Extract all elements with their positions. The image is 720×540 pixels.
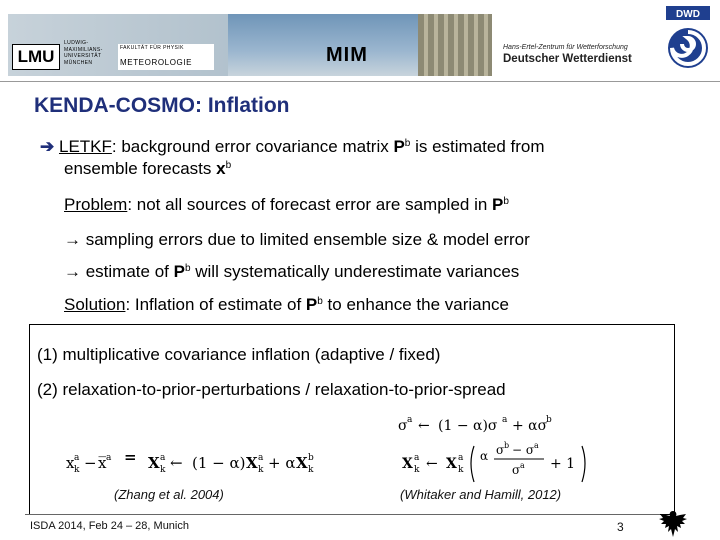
citation-whitaker: (Whitaker and Hamill, 2012): [400, 487, 562, 502]
dwd-center-label: Hans-Ertel-Zentrum für Wetterforschung: [503, 44, 628, 51]
faculty-box: [118, 44, 214, 70]
faculty-label: FAKULTÄT FÜR PHYSIK: [120, 45, 184, 51]
svg-text:X: X: [446, 456, 457, 472]
svg-text:←: ←: [170, 454, 183, 472]
lmu-name: LUDWIG- MAXIMILIANS- UNIVERSITÄT MÜNCHEN: [64, 40, 103, 66]
svg-text:a: a: [414, 453, 420, 463]
svg-text:x̅: x̅: [98, 454, 107, 472]
svg-text:σ: σ: [496, 443, 504, 457]
bullet-letkf: ➔ LETKF: background error covariance mat…: [40, 137, 545, 156]
svg-text:b: b: [308, 453, 314, 463]
method-1: (1) multiplicative covariance inflation …: [37, 345, 441, 364]
svg-text:− σ: − σ: [512, 443, 534, 457]
dwd-name-label: Deutscher Wetterdienst: [503, 53, 632, 65]
svg-text:b: b: [504, 441, 509, 450]
federal-eagle-icon: [659, 511, 687, 537]
mim-logo: MIM: [326, 44, 368, 66]
solution-line: Solution: Inflation of estimate of Pb to…: [64, 295, 510, 314]
svg-text:(1 − α)σ: (1 − α)σ: [438, 418, 498, 434]
arrow-bullet-icon: ➔: [40, 137, 55, 156]
method-2: (2) relaxation-to-prior-perturbations / …: [37, 380, 506, 399]
svg-text:k: k: [160, 465, 166, 475]
svg-text:+ 1: + 1: [550, 456, 575, 472]
slide-header: LMU LUDWIG- MAXIMILIANS- UNIVERSITÄT MÜN…: [0, 0, 720, 82]
svg-text:a: a: [458, 453, 464, 463]
bullet-letkf-line2: ensemble forecasts xb: [64, 159, 232, 178]
dwd-logo-icon: DWD: [666, 6, 710, 68]
svg-text:k: k: [414, 465, 420, 475]
svg-text:a: a: [520, 461, 525, 470]
problem-line: Problem: not all sources of forecast err…: [64, 195, 509, 214]
estimate-line: → estimate of Pb will systematically und…: [64, 262, 520, 281]
banner-building-image: [418, 14, 492, 76]
svg-text:a: a: [160, 453, 166, 463]
banner-sky-image: [228, 14, 418, 76]
svg-text:a: a: [502, 415, 508, 425]
header-banner: [8, 14, 492, 76]
rtpp-equation: x a k − x̅ a = X a k ← (1 − α) X a k + α…: [66, 448, 314, 475]
svg-text:a: a: [258, 453, 264, 463]
svg-text:k: k: [258, 465, 264, 475]
dwd-logo-text: DWD: [676, 9, 700, 20]
svg-text:−: −: [84, 454, 97, 472]
svg-text:a: a: [407, 415, 413, 425]
rtps-equation: σ a ← (1 − α)σ a + ασ b X a k ← X a k α …: [398, 415, 586, 483]
svg-text:(1 − α): (1 − α): [192, 454, 245, 472]
svg-text:X: X: [148, 454, 160, 472]
svg-text:k: k: [308, 465, 314, 475]
svg-text:α: α: [480, 449, 488, 463]
svg-text:X: X: [402, 456, 413, 472]
footer-divider: [25, 514, 660, 515]
svg-text:=: =: [124, 448, 137, 466]
solution-term: Solution: [64, 295, 126, 314]
svg-text:x: x: [66, 454, 75, 472]
svg-text:X: X: [296, 454, 308, 472]
slide-title: KENDA-COSMO: Inflation: [34, 94, 290, 117]
sampling-line: → sampling errors due to limited ensembl…: [64, 230, 530, 249]
svg-text:a: a: [74, 453, 80, 463]
page-number: 3: [617, 520, 624, 534]
svg-text:←: ←: [418, 418, 430, 434]
svg-text:k: k: [458, 465, 464, 475]
svg-text:X: X: [246, 454, 258, 472]
svg-text:+ ασ: + ασ: [512, 418, 548, 434]
header-divider: [0, 81, 720, 82]
svg-text:σ: σ: [398, 418, 408, 434]
department-label: METEOROLOGIE: [120, 58, 193, 67]
svg-text:a: a: [106, 453, 112, 463]
svg-text:a: a: [534, 441, 539, 450]
svg-text:k: k: [74, 465, 80, 475]
svg-text:b: b: [546, 415, 552, 425]
footer-text: ISDA 2014, Feb 24 – 28, Munich: [30, 520, 189, 532]
svg-text:+ α: + α: [268, 454, 295, 472]
svg-text:←: ←: [426, 456, 438, 472]
lmu-logo: LMU: [12, 44, 60, 70]
problem-term: Problem: [64, 195, 128, 214]
inflation-methods-box: [29, 324, 675, 515]
citation-zhang: (Zhang et al. 2004): [114, 487, 224, 502]
svg-text:σ: σ: [512, 463, 520, 477]
letkf-term: LETKF: [58, 137, 112, 156]
